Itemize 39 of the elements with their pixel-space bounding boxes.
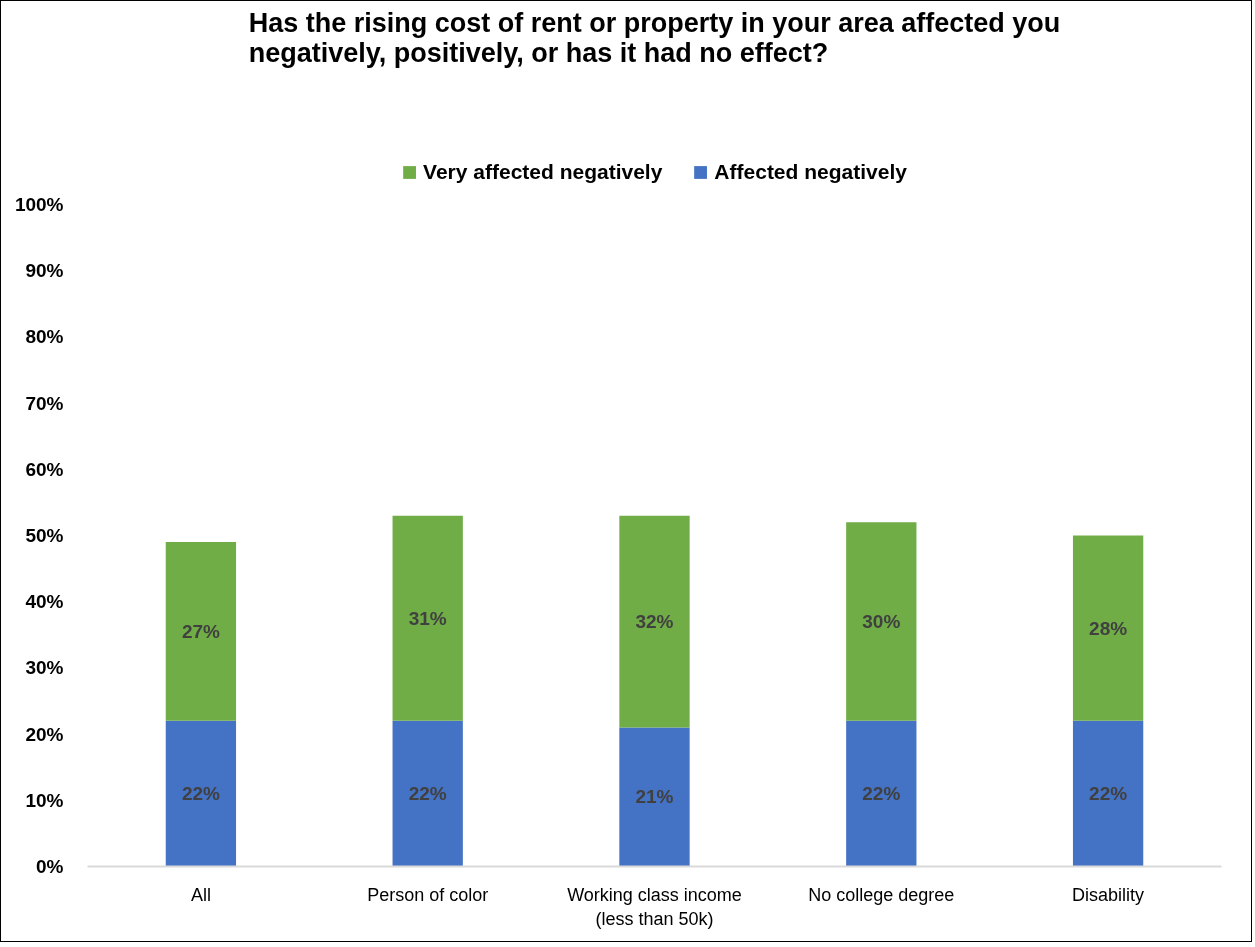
x-tick-label: All [190,884,211,905]
data-label: 31% [408,607,447,629]
bar [165,542,237,721]
y-tick-label: 10% [25,789,64,811]
legend-label: Affected negatively [714,160,907,184]
bar [1072,720,1144,867]
legend-label: Very affected negatively [423,160,663,184]
bar [619,515,690,728]
y-tick-label: 30% [25,657,64,679]
bar [392,720,463,867]
y-tick-label: 60% [25,458,64,480]
bar [619,727,690,867]
y-tick-label: 0% [36,856,64,877]
data-label: 22% [181,783,221,805]
bar [846,720,917,867]
data-label: 32% [635,611,674,633]
bar [846,522,917,721]
data-label: 22% [1089,783,1128,805]
y-tick-label: 100% [14,194,64,215]
bar [1072,535,1144,721]
data-label: 22% [408,783,447,805]
y-tick-label: 50% [25,525,64,546]
x-tick-label: No college degree [808,884,955,905]
y-tick-label: 20% [25,723,64,745]
data-label: 28% [1089,617,1128,639]
x-tick-label: Disability [1072,884,1145,905]
x-tick-label: Working class income (less than 50k) [567,884,742,929]
y-tick-label: 90% [25,260,64,282]
y-tick-label: 80% [25,326,64,348]
data-label: 27% [181,620,221,642]
data-label: 30% [862,611,901,633]
chart-title: Has the rising cost of rent or property in your area affected you negatively, positively, or has it had no effect? [248,7,1061,68]
x-tick-label: Person of color [367,884,489,905]
y-tick-label: 70% [25,392,64,414]
data-label: 21% [635,786,674,808]
bar [165,720,237,867]
bar [392,515,463,721]
y-tick-label: 40% [25,591,64,613]
data-label: 22% [862,783,901,805]
